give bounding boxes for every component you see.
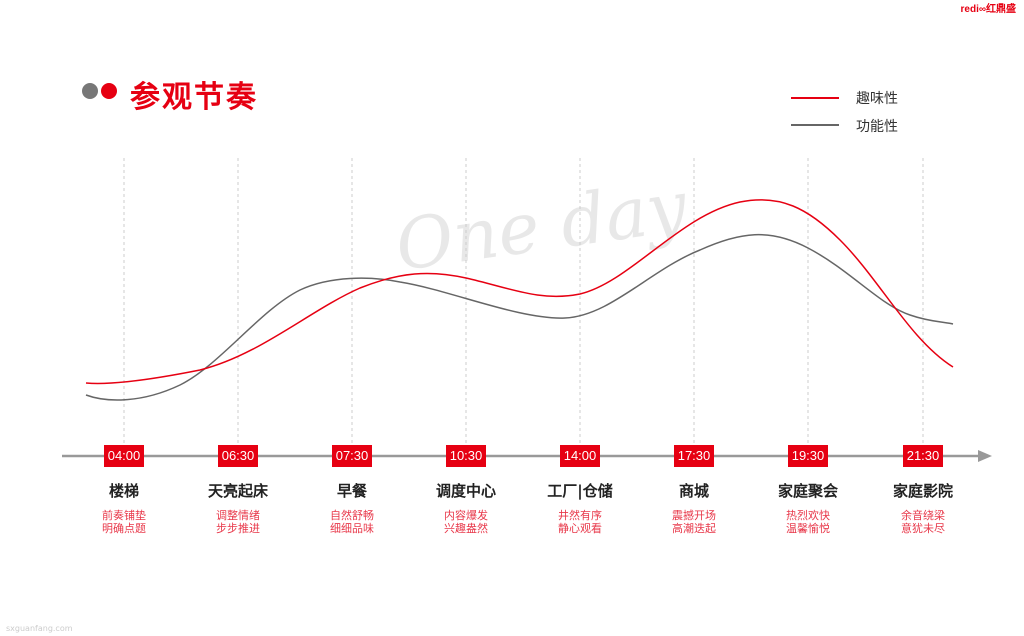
- function-curve: [85, 233, 954, 401]
- stop-title: 商城: [678, 482, 710, 500]
- stop-description: 井然有序 静心观看: [558, 509, 602, 535]
- footer-watermark: sxguanfang.com: [6, 624, 73, 633]
- stop-desc-line: 静心观看: [558, 522, 602, 535]
- stop-description: 自然舒畅 细细品味: [330, 509, 374, 535]
- stop-desc-line: 调整情绪: [216, 509, 260, 522]
- stop-title: 楼梯: [108, 482, 140, 500]
- arrow-head-icon: [978, 450, 992, 462]
- stop-desc-line: 井然有序: [558, 509, 602, 522]
- stop-title: 家庭聚会: [777, 482, 839, 500]
- stop-desc-line: 细细品味: [330, 522, 374, 535]
- stop-desc-line: 前奏铺垫: [102, 509, 146, 522]
- legend-label-fun: 趣味性: [856, 91, 898, 107]
- time-badge: 14:00: [560, 445, 600, 467]
- stop-desc-line: 温馨愉悦: [786, 522, 830, 535]
- stop-description: 前奏铺垫 明确点题: [102, 509, 146, 535]
- stop-description: 余音绕梁 意犹未尽: [901, 509, 945, 535]
- gray-dot-icon: [82, 83, 98, 99]
- stop-desc-line: 热烈欢快: [786, 509, 830, 522]
- stop-title: 调度中心: [435, 482, 497, 500]
- legend-label-function: 功能性: [856, 119, 898, 135]
- stop-description: 热烈欢快 温馨愉悦: [786, 509, 830, 535]
- stop-desc-line: 高潮迭起: [672, 522, 716, 535]
- stop-title: 天亮起床: [207, 482, 269, 500]
- stop-desc-line: 意犹未尽: [901, 522, 945, 535]
- stop-desc-line: 余音绕梁: [901, 509, 945, 522]
- fun-curve: [85, 199, 954, 385]
- time-badge: 04:00: [104, 445, 144, 467]
- time-badge: 21:30: [903, 445, 943, 467]
- red-dot-icon: [101, 83, 117, 99]
- time-badge: 10:30: [446, 445, 486, 467]
- stop-desc-line: 震撼开场: [672, 509, 716, 522]
- stop-desc-line: 明确点题: [102, 522, 146, 535]
- stop-desc-line: 自然舒畅: [330, 509, 374, 522]
- time-badge: 17:30: [674, 445, 714, 467]
- time-badge: 19:30: [788, 445, 828, 467]
- stop-title: 家庭影院: [892, 482, 954, 500]
- stop-description: 调整情绪 步步推进: [216, 509, 260, 535]
- page-title: 参观节奏: [130, 80, 258, 115]
- stop-desc-line: 兴趣盎然: [444, 522, 488, 535]
- legend-line-function: [791, 124, 839, 126]
- stop-desc-line: 内容爆发: [444, 509, 488, 522]
- legend-line-fun: [791, 97, 839, 99]
- stop-description: 震撼开场 高潮迭起: [672, 509, 716, 535]
- stop-description: 内容爆发 兴趣盎然: [444, 509, 488, 535]
- brand-logo: redi∞红鼎盛: [960, 4, 1016, 15]
- stop-title: 工厂|仓储: [547, 482, 613, 500]
- time-badge: 06:30: [218, 445, 258, 467]
- stop-desc-line: 步步推进: [216, 522, 260, 535]
- time-badge: 07:30: [332, 445, 372, 467]
- stop-title: 早餐: [336, 482, 368, 500]
- guide-lines: [123, 158, 924, 445]
